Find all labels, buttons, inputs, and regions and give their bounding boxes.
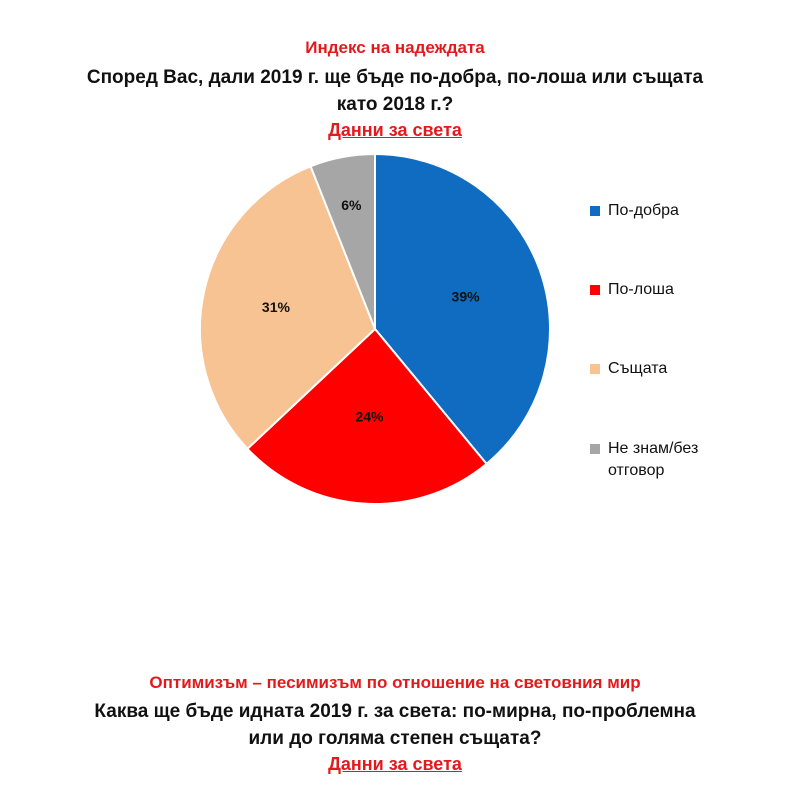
- legend-item-po-dobra: По-добра: [590, 200, 758, 222]
- legend-swatch: [590, 444, 600, 454]
- data-label-ne-znam: 6%: [341, 197, 362, 213]
- legend-label: По-лоша: [608, 281, 674, 298]
- legend-swatch: [590, 364, 600, 374]
- legend-label: Същата: [608, 360, 668, 377]
- question-line-2: или до голяма степен същата?: [248, 728, 542, 749]
- chart-question: Според Вас, дали 2019 г. ще бъде по-добр…: [0, 64, 790, 118]
- bottom-title: Оптимизъм – песимизъм по отношение на св…: [149, 673, 641, 692]
- legend-item-sashtata: Същата: [590, 358, 758, 380]
- question-line-1: Каква ще бъде идната 2019 г. за света: п…: [94, 701, 696, 722]
- pie-slice-ne-znam: [309, 152, 376, 330]
- pie-slice-po-dobra: [374, 152, 551, 466]
- legend-label: Не знам/без отговор: [608, 440, 699, 479]
- data-label-po-losha: 24%: [355, 408, 384, 424]
- legend-item-po-losha: По-лоша: [590, 279, 758, 301]
- data-label-sashtata: 31%: [262, 299, 291, 315]
- chart-subtitle: Данни за света: [328, 120, 462, 140]
- pie-slice-sashtata: [198, 164, 377, 451]
- chart-subtitle-wrap: Данни за света: [0, 120, 790, 141]
- legend-item-ne-znam: Не знам/без отговор: [590, 438, 758, 482]
- legend-label: По-добра: [608, 202, 679, 219]
- bottom-subtitle-wrap: Данни за света: [0, 754, 790, 775]
- question-line-2: като 2018 г.?: [336, 94, 454, 115]
- question-line-1: Според Вас, дали 2019 г. ще бъде по-добр…: [86, 67, 704, 88]
- chart-title: Индекс на надеждата: [305, 38, 485, 57]
- data-label-po-dobra: 39%: [452, 288, 481, 304]
- pie-slice-po-losha: [246, 327, 488, 505]
- bottom-subtitle: Данни за света: [328, 754, 462, 774]
- bottom-question: Каква ще бъде идната 2019 г. за света: п…: [0, 698, 790, 752]
- legend-swatch: [590, 285, 600, 295]
- legend-swatch: [590, 206, 600, 216]
